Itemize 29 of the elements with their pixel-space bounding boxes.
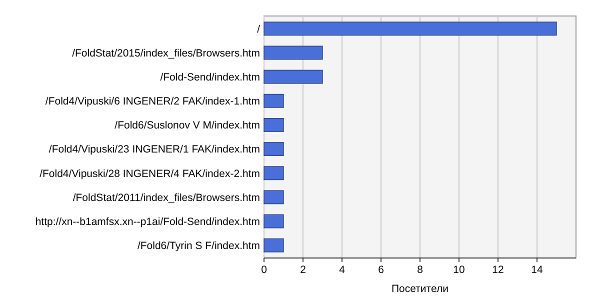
y-tick-label: /Fold6/Tyrin S F/index.htm	[137, 240, 260, 252]
bar	[264, 166, 284, 180]
bar	[264, 94, 284, 108]
bar	[264, 70, 323, 84]
y-tick-label: /	[257, 23, 260, 36]
y-tick-label: /Fold4/Vipuski/6 INGENER/2 FAK/index-1.htm	[45, 96, 260, 108]
bar	[264, 118, 284, 132]
x-tick-label: 12	[492, 264, 504, 276]
x-tick-label: 14	[531, 264, 543, 276]
x-tick-label: 4	[339, 264, 346, 276]
x-tick-label: 6	[378, 264, 384, 276]
y-tick-label: /Fold4/Vipuski/28 INGENER/4 FAK/index-2.htm	[40, 168, 260, 180]
y-tick-label: /FoldStat/2011/index_files/Browsers.htm	[72, 192, 260, 204]
bar	[264, 214, 284, 228]
y-tick-label: /FoldStat/2015/index_files/Browsers.htm	[72, 47, 260, 60]
x-tick-label: 10	[453, 264, 465, 276]
bar	[264, 46, 323, 60]
x-axis-title: Посетители	[392, 283, 449, 295]
y-tick-label: /Fold6/Suslonov V M/index.htm	[114, 120, 260, 132]
bar	[264, 142, 284, 156]
y-tick-label: http://xn--b1amfsx.xn--p1ai/Fold-Send/index.htm	[35, 216, 260, 228]
bar	[264, 238, 284, 252]
bar	[264, 22, 557, 36]
x-tick-label: 2	[300, 264, 306, 276]
y-tick-label: /Fold-Send/index.htm	[160, 71, 260, 84]
y-tick-label: /Fold4/Vipuski/23 INGENER/1 FAK/index.htm	[48, 144, 260, 156]
bar	[264, 190, 284, 204]
x-tick-label: 0	[261, 264, 268, 276]
x-tick-label: 8	[417, 264, 424, 276]
